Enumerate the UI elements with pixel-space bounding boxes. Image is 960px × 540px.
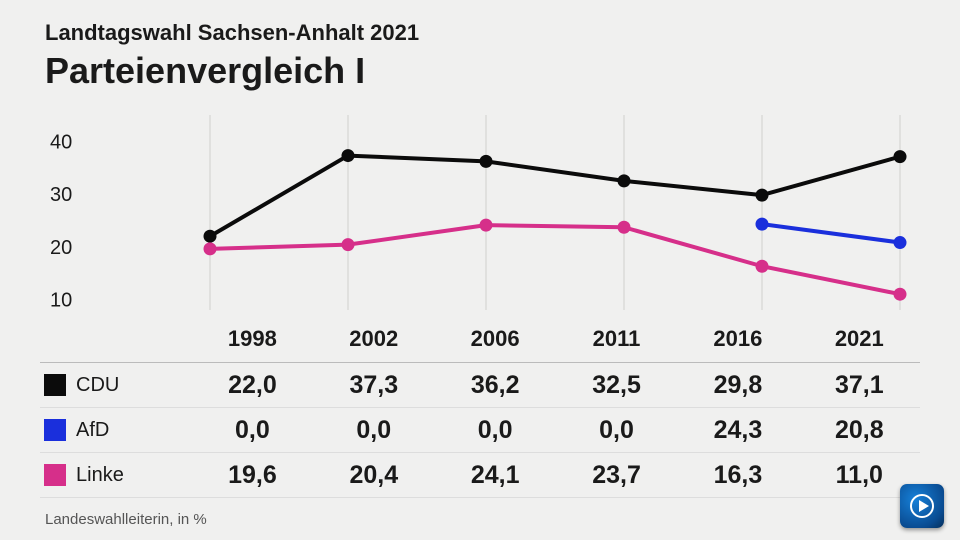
series-line [210,225,900,294]
value-cell: 0,0 [434,408,555,453]
value-cell: 24,1 [434,453,555,498]
table-row: AfD0,00,00,00,024,320,8 [40,408,920,453]
value-cell: 16,3 [677,453,798,498]
value-cell: 0,0 [192,408,313,453]
year-header: 2002 [313,320,434,363]
year-header: 2011 [556,320,677,363]
value-cell: 20,4 [313,453,434,498]
year-header: 2006 [434,320,555,363]
value-cell: 29,8 [677,363,798,408]
series-marker [204,242,217,255]
party-cell: CDU [40,363,192,408]
series-marker [618,174,631,187]
party-swatch [44,464,66,486]
y-tick-label: 40 [50,131,72,153]
party-name: CDU [76,374,119,396]
series-marker [894,150,907,163]
play-icon [907,491,937,521]
data-table-wrapper: 199820022006201120162021 CDU 22,037,336,2… [40,320,920,498]
table-row: CDU 22,037,336,232,529,837,1 [40,363,920,408]
value-cell: 0,0 [313,408,434,453]
party-swatch [44,419,66,441]
series-marker [618,221,631,234]
party-name: Linke [76,464,124,486]
series-line [762,224,900,242]
series-marker [342,238,355,251]
value-cell: 24,3 [677,408,798,453]
table-row: Linke19,620,424,123,716,311,0 [40,453,920,498]
series-marker [480,155,493,168]
year-header: 1998 [192,320,313,363]
broadcaster-logo [900,484,944,528]
value-cell: 23,7 [556,453,677,498]
y-tick-label: 10 [50,289,72,311]
series-marker [894,288,907,301]
data-table: 199820022006201120162021 CDU 22,037,336,2… [40,320,920,498]
year-header: 2016 [677,320,798,363]
party-name: AfD [76,419,109,441]
y-tick-label: 30 [50,184,72,206]
party-cell: AfD [40,408,192,453]
series-marker [204,230,217,243]
party-cell: Linke [40,453,192,498]
series-marker [756,189,769,202]
table-header-row: 199820022006201120162021 [40,320,920,363]
series-marker [756,218,769,231]
value-cell: 0,0 [556,408,677,453]
value-cell: 22,0 [192,363,313,408]
value-cell: 20,8 [799,408,920,453]
value-cell: 32,5 [556,363,677,408]
value-cell: 37,3 [313,363,434,408]
value-cell: 36,2 [434,363,555,408]
year-header: 2021 [799,320,920,363]
value-cell: 19,6 [192,453,313,498]
series-marker [342,149,355,162]
footer-source: Landeswahlleiterin, in % [45,511,207,528]
series-marker [894,236,907,249]
series-marker [756,260,769,273]
chart-container: Landtagswahl Sachsen-Anhalt 2021 Parteie… [0,0,960,540]
party-swatch [44,374,66,396]
series-marker [480,219,493,232]
y-tick-label: 20 [50,237,72,259]
series-line [210,156,900,237]
value-cell: 37,1 [799,363,920,408]
